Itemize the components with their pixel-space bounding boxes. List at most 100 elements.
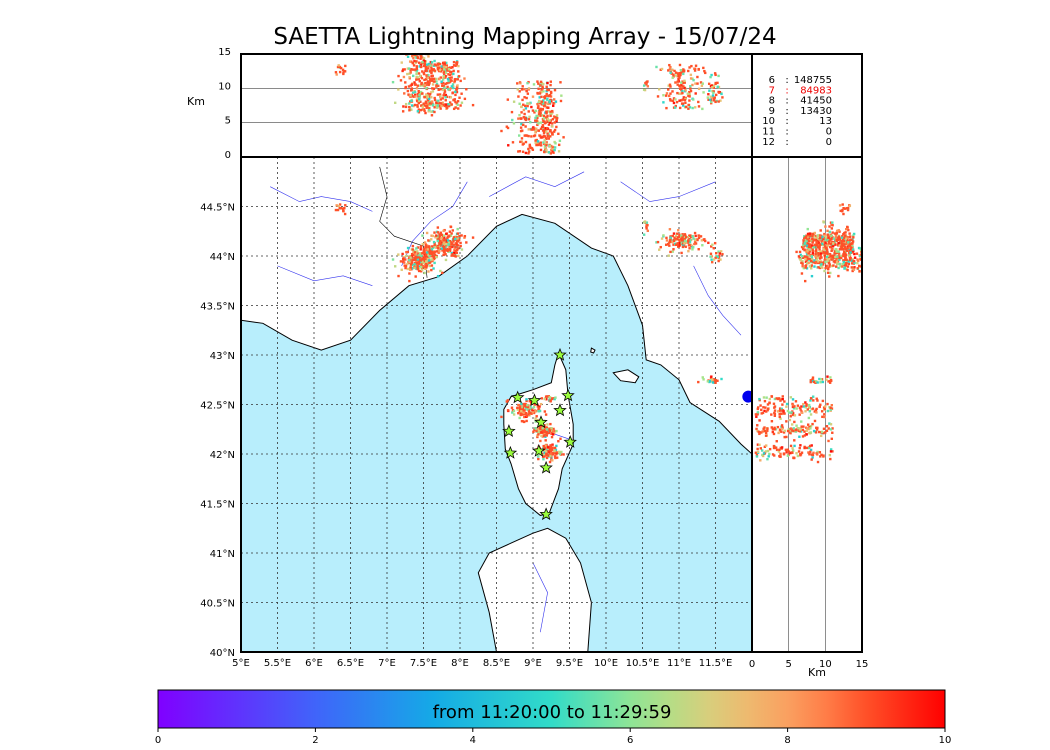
source-point-side (863, 257, 865, 259)
source-point-side (832, 242, 835, 245)
source-point-side (766, 427, 769, 430)
source-point-side (802, 239, 805, 242)
station-count-value: 13 (819, 116, 832, 127)
source-point-altitude (441, 97, 444, 100)
source-point-altitude (710, 73, 713, 77)
station-count-n: 6 (769, 75, 775, 86)
source-point (539, 439, 542, 443)
source-point-side (851, 269, 854, 273)
source-point (676, 236, 679, 239)
source-point-altitude (548, 101, 551, 104)
source-point-altitude (431, 90, 435, 93)
source-point-altitude (671, 99, 674, 103)
source-point-side (839, 209, 842, 213)
source-point-side (818, 257, 822, 260)
source-point-side (778, 407, 782, 410)
source-point-side (850, 238, 853, 242)
source-point-altitude (411, 74, 415, 78)
source-point-altitude (530, 105, 533, 109)
source-point (435, 246, 438, 249)
source-point-side (816, 460, 820, 464)
source-point-altitude (542, 141, 545, 144)
source-point-altitude (673, 69, 676, 73)
source-point (433, 250, 437, 253)
source-point (688, 244, 691, 247)
source-point-altitude (679, 69, 683, 72)
source-point-side (829, 378, 833, 382)
source-point (543, 453, 547, 457)
source-point-altitude (435, 80, 438, 83)
source-point-side (815, 236, 818, 239)
source-point-altitude (532, 128, 535, 131)
source-point (442, 250, 446, 254)
source-point (670, 239, 674, 242)
source-point (415, 262, 419, 265)
source-point-altitude (418, 93, 421, 97)
source-point-side (761, 430, 764, 433)
source-point-altitude (422, 61, 425, 65)
source-point (425, 246, 428, 249)
source-point-altitude (560, 94, 563, 97)
source-point-side (799, 258, 802, 261)
source-point-altitude (518, 81, 522, 84)
source-point-side (831, 427, 834, 430)
source-point-side (848, 232, 851, 235)
source-point (551, 430, 555, 433)
source-point-altitude (451, 83, 455, 86)
source-point (438, 239, 441, 243)
source-point (409, 265, 412, 268)
source-point-altitude (444, 76, 447, 79)
source-point-altitude (451, 66, 454, 69)
source-point (446, 239, 450, 242)
source-point-altitude (415, 78, 418, 81)
source-point-side (849, 251, 852, 254)
source-point-altitude (419, 57, 422, 60)
source-point-side (802, 405, 806, 408)
source-point (664, 243, 668, 246)
source-point (539, 425, 542, 428)
source-point (339, 207, 343, 210)
source-point (421, 242, 424, 246)
source-point-side (828, 275, 831, 278)
sensor-station-star (503, 445, 518, 459)
source-point-side (829, 271, 832, 275)
source-point-side (809, 448, 813, 452)
source-point-altitude (430, 61, 434, 64)
source-point (412, 250, 415, 254)
source-point (553, 455, 557, 458)
source-point-altitude (547, 88, 551, 92)
source-point-altitude (450, 103, 453, 106)
station-count-n: 7 (769, 85, 775, 96)
source-point (408, 260, 411, 264)
source-point (416, 267, 420, 271)
source-point-altitude (435, 103, 438, 107)
source-point-side (802, 244, 805, 247)
source-point (538, 405, 541, 408)
source-point-side (821, 415, 824, 419)
source-point (436, 239, 440, 243)
source-point-side (780, 424, 784, 427)
source-point-altitude (443, 92, 446, 95)
source-point (422, 251, 426, 255)
source-point (443, 249, 446, 252)
source-point (691, 235, 694, 238)
source-point-side (803, 248, 806, 251)
source-point (409, 256, 412, 259)
source-point-altitude (552, 98, 556, 101)
source-point-altitude (711, 94, 715, 97)
source-point-side (815, 411, 818, 414)
source-point-side (815, 248, 818, 251)
source-point-side (811, 376, 815, 379)
source-point-side (824, 236, 828, 239)
source-point-side (850, 242, 853, 246)
source-point-altitude (430, 66, 433, 69)
source-point-altitude (671, 76, 674, 79)
source-point-side (825, 429, 829, 432)
source-point-side (773, 454, 776, 457)
source-point-altitude (517, 95, 520, 98)
source-point (424, 244, 428, 248)
source-point-altitude (549, 91, 553, 95)
source-point (678, 244, 681, 247)
source-point-altitude (681, 98, 685, 101)
source-point-altitude (429, 91, 433, 94)
